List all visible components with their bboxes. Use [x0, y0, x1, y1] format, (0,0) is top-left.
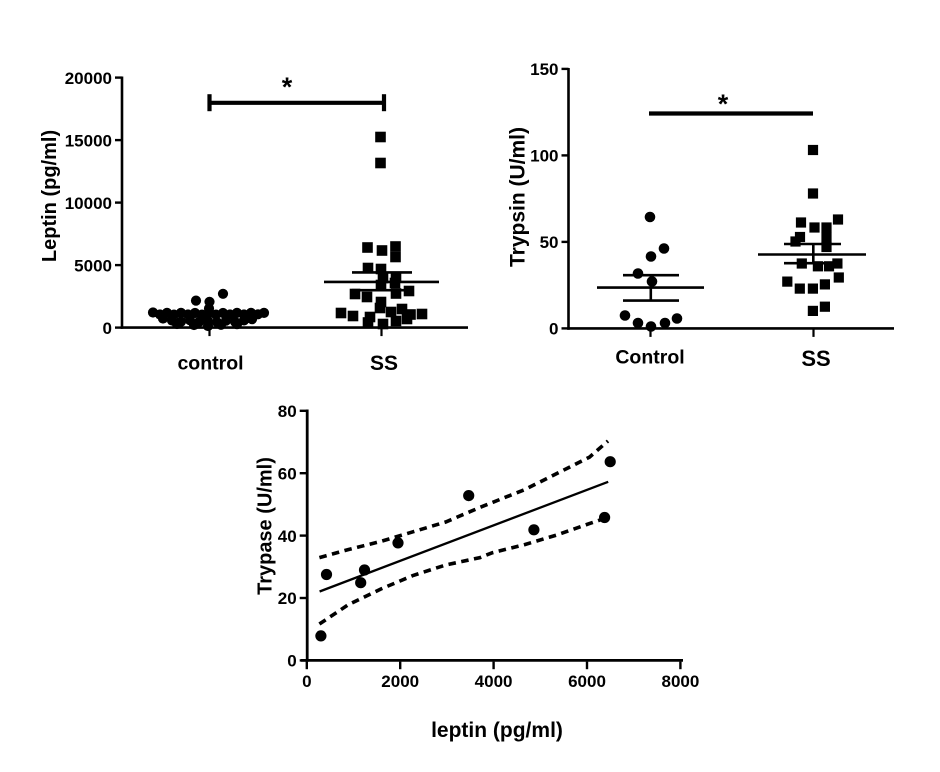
svg-text:0: 0	[302, 672, 311, 691]
svg-text:2000: 2000	[381, 672, 419, 691]
svg-text:4000: 4000	[475, 672, 513, 691]
svg-text:8000: 8000	[661, 672, 699, 691]
svg-text:0: 0	[287, 652, 296, 671]
svg-text:20000: 20000	[65, 69, 112, 88]
svg-text:0: 0	[549, 320, 558, 339]
svg-text:20: 20	[278, 589, 297, 608]
svg-text:Leptin (pg/ml): Leptin (pg/ml)	[39, 130, 61, 262]
svg-text:40: 40	[278, 527, 297, 546]
svg-text:SS: SS	[370, 352, 398, 375]
svg-text:*: *	[282, 72, 293, 102]
svg-text:leptin (pg/ml): leptin (pg/ml)	[431, 719, 563, 742]
svg-text:Trypsin (U/ml): Trypsin (U/ml)	[507, 127, 530, 267]
svg-text:Control: Control	[615, 347, 684, 369]
svg-text:15000: 15000	[65, 131, 112, 150]
svg-text:150: 150	[530, 60, 558, 79]
svg-text:Trypase (U/ml): Trypase (U/ml)	[255, 457, 277, 595]
svg-text:10000: 10000	[65, 194, 112, 213]
svg-text:60: 60	[278, 464, 297, 483]
svg-text:50: 50	[540, 233, 559, 252]
svg-text:SS: SS	[801, 346, 830, 371]
svg-text:control: control	[177, 353, 243, 375]
svg-text:6000: 6000	[568, 672, 606, 691]
svg-text:5000: 5000	[74, 256, 112, 275]
svg-text:80: 80	[278, 402, 297, 421]
svg-text:100: 100	[530, 147, 558, 166]
svg-text:0: 0	[103, 319, 112, 338]
svg-text:*: *	[718, 89, 729, 119]
